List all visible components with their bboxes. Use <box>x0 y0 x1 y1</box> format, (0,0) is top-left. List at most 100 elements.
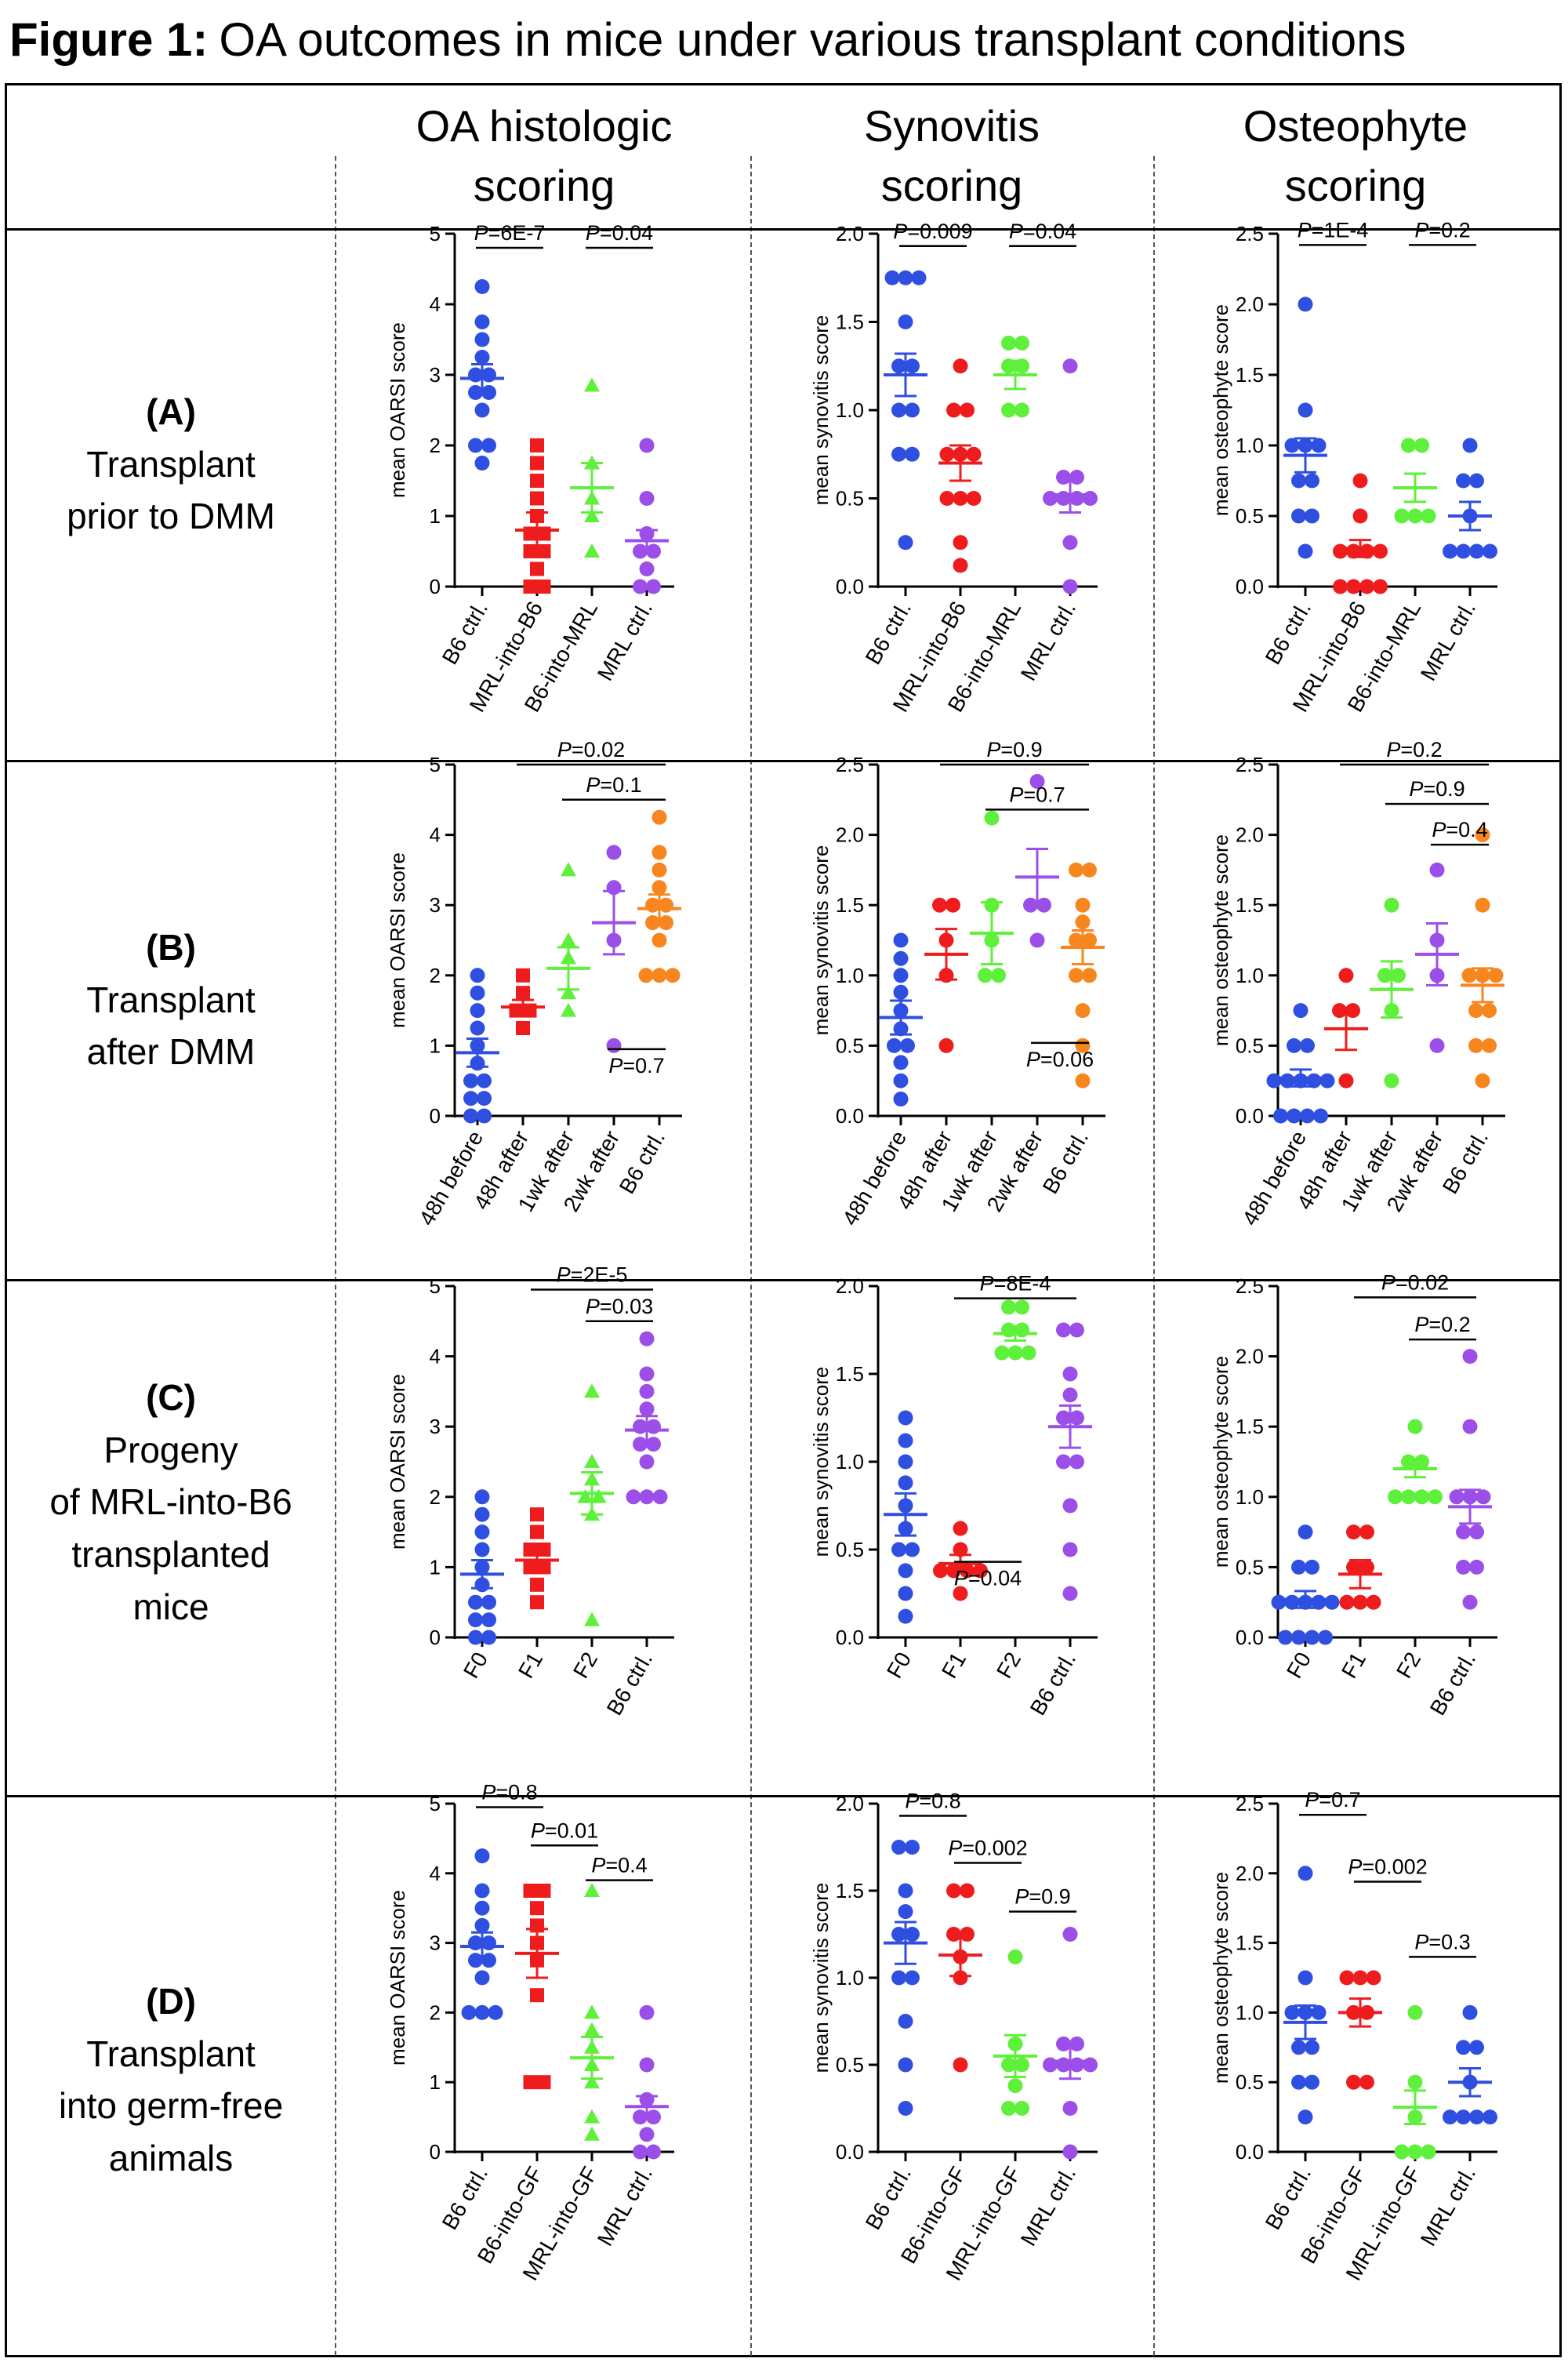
y-tick-label: 0 <box>430 2140 441 2164</box>
chart-panel-c-7: 0.0 0.5 1.0 1.5 2.0 mean synovitis score F0 F1 F… <box>809 1272 1098 1719</box>
data-point <box>1001 358 1016 374</box>
y-tick-label: 2.0 <box>1236 1862 1264 1885</box>
row-letter: (C) <box>146 1377 196 1418</box>
data-point <box>477 1091 492 1107</box>
data-point <box>1014 1299 1029 1315</box>
y-tick-label: 2 <box>430 964 441 987</box>
p-value-label: P=0.2 <box>1414 1313 1470 1336</box>
data-point <box>1298 296 1313 312</box>
y-tick-label: 5 <box>430 222 441 245</box>
p-symbol: P <box>586 1295 600 1318</box>
y-tick-label: 2.5 <box>1236 753 1264 776</box>
y-tick-label: 3 <box>430 893 441 917</box>
data-point <box>1338 968 1354 983</box>
data-point <box>991 968 1006 983</box>
column-header-line: Osteophyte <box>1243 101 1468 151</box>
y-tick-label: 1.0 <box>836 1450 864 1474</box>
data-point <box>584 2004 600 2019</box>
data-point <box>891 358 906 374</box>
y-tick-label: 2.5 <box>1236 1792 1264 1815</box>
x-tick-label: B6 ctrl. <box>1438 1127 1493 1198</box>
x-tick-label: MRL ctrl. <box>1416 598 1480 685</box>
x-tick-label: 48h before <box>1237 1127 1311 1230</box>
p-symbol: P <box>1305 1788 1319 1811</box>
y-tick-label: 1.0 <box>1236 434 1264 457</box>
data-point <box>953 535 968 551</box>
p-symbol: P <box>586 773 600 797</box>
p-value: =1E-4 <box>1312 218 1369 242</box>
data-point <box>561 862 576 877</box>
x-tick-label: F1 <box>1337 1648 1370 1683</box>
data-point <box>1075 1073 1091 1088</box>
row-label-line: mice <box>132 1586 209 1627</box>
data-point <box>633 1419 648 1434</box>
p-value-label: P=0.06 <box>1026 1048 1094 1071</box>
y-tick-label: 5 <box>430 753 441 776</box>
data-point <box>893 984 909 1000</box>
data-point <box>530 491 544 506</box>
data-point <box>898 1904 913 1920</box>
y-tick-label: 4 <box>430 823 441 847</box>
p-symbol: P <box>1386 738 1400 761</box>
data-point <box>1298 2109 1313 2125</box>
y-axis-label: mean OARSI score <box>386 1374 409 1550</box>
chart-panel-c-8: 0.0 0.5 1.0 1.5 2.0 2.5 mean osteophyte score F… <box>1209 1270 1497 1719</box>
y-axis-label: mean OARSI score <box>386 1890 409 2066</box>
y-tick-label: 4 <box>430 1345 441 1368</box>
data-point <box>1062 1542 1078 1557</box>
data-point <box>932 897 947 913</box>
data-point <box>1069 491 1084 506</box>
data-point <box>1421 508 1436 524</box>
data-point <box>463 1091 478 1107</box>
data-point <box>561 1002 576 1017</box>
data-point <box>1462 438 1478 453</box>
p-value-label: P=0.3 <box>1414 1930 1470 1953</box>
y-tick-label: 1.0 <box>1236 964 1264 987</box>
data-point <box>1069 932 1083 948</box>
figure-title: Figure 1: OA outcomes in mice under vari… <box>0 0 1568 78</box>
data-point <box>1300 1037 1315 1053</box>
data-point <box>1062 579 1078 594</box>
data-point <box>1313 1108 1328 1124</box>
data-point <box>590 1488 607 1503</box>
row-divider <box>7 1279 1559 1281</box>
column-header-oa-histologic: OA histologic scoring <box>336 96 752 215</box>
data-point <box>973 1563 988 1579</box>
y-axis-label: mean OARSI score <box>386 322 409 498</box>
data-point <box>893 1055 909 1070</box>
p-value: =0.01 <box>545 1819 598 1842</box>
data-point <box>939 446 955 462</box>
y-tick-label: 1.0 <box>1236 1485 1264 1509</box>
data-point <box>468 1612 483 1628</box>
data-point <box>639 2004 655 2020</box>
data-point <box>474 1917 490 1933</box>
data-point <box>1421 2144 1436 2160</box>
y-tick-label: 1.5 <box>836 311 864 334</box>
p-symbol: P <box>474 221 488 245</box>
data-point <box>1062 1387 1078 1403</box>
p-symbol: P <box>948 1836 962 1859</box>
p-symbol: P <box>1432 818 1446 841</box>
data-point <box>1291 2074 1306 2090</box>
data-point <box>893 968 909 983</box>
p-symbol: P <box>1381 1270 1396 1294</box>
data-point <box>659 897 673 913</box>
data-point <box>474 1506 490 1522</box>
figure-grid: OA histologic scoring Synovitis scoring … <box>5 83 1562 2357</box>
p-value-label: P=0.4 <box>1432 818 1487 841</box>
y-tick-label: 2 <box>430 1485 441 1509</box>
x-tick-label: F2 <box>1392 1648 1425 1683</box>
data-point <box>1075 1003 1091 1019</box>
data-point <box>1352 508 1368 524</box>
data-point <box>1384 1073 1399 1088</box>
x-tick-label: MRL ctrl. <box>1016 2163 1080 2251</box>
data-point <box>1298 1970 1313 1986</box>
data-point <box>481 1630 496 1645</box>
data-point <box>1449 1489 1465 1505</box>
data-point <box>966 491 982 506</box>
data-point <box>1305 473 1319 489</box>
data-point <box>1407 2074 1423 2090</box>
data-point <box>1001 336 1016 351</box>
